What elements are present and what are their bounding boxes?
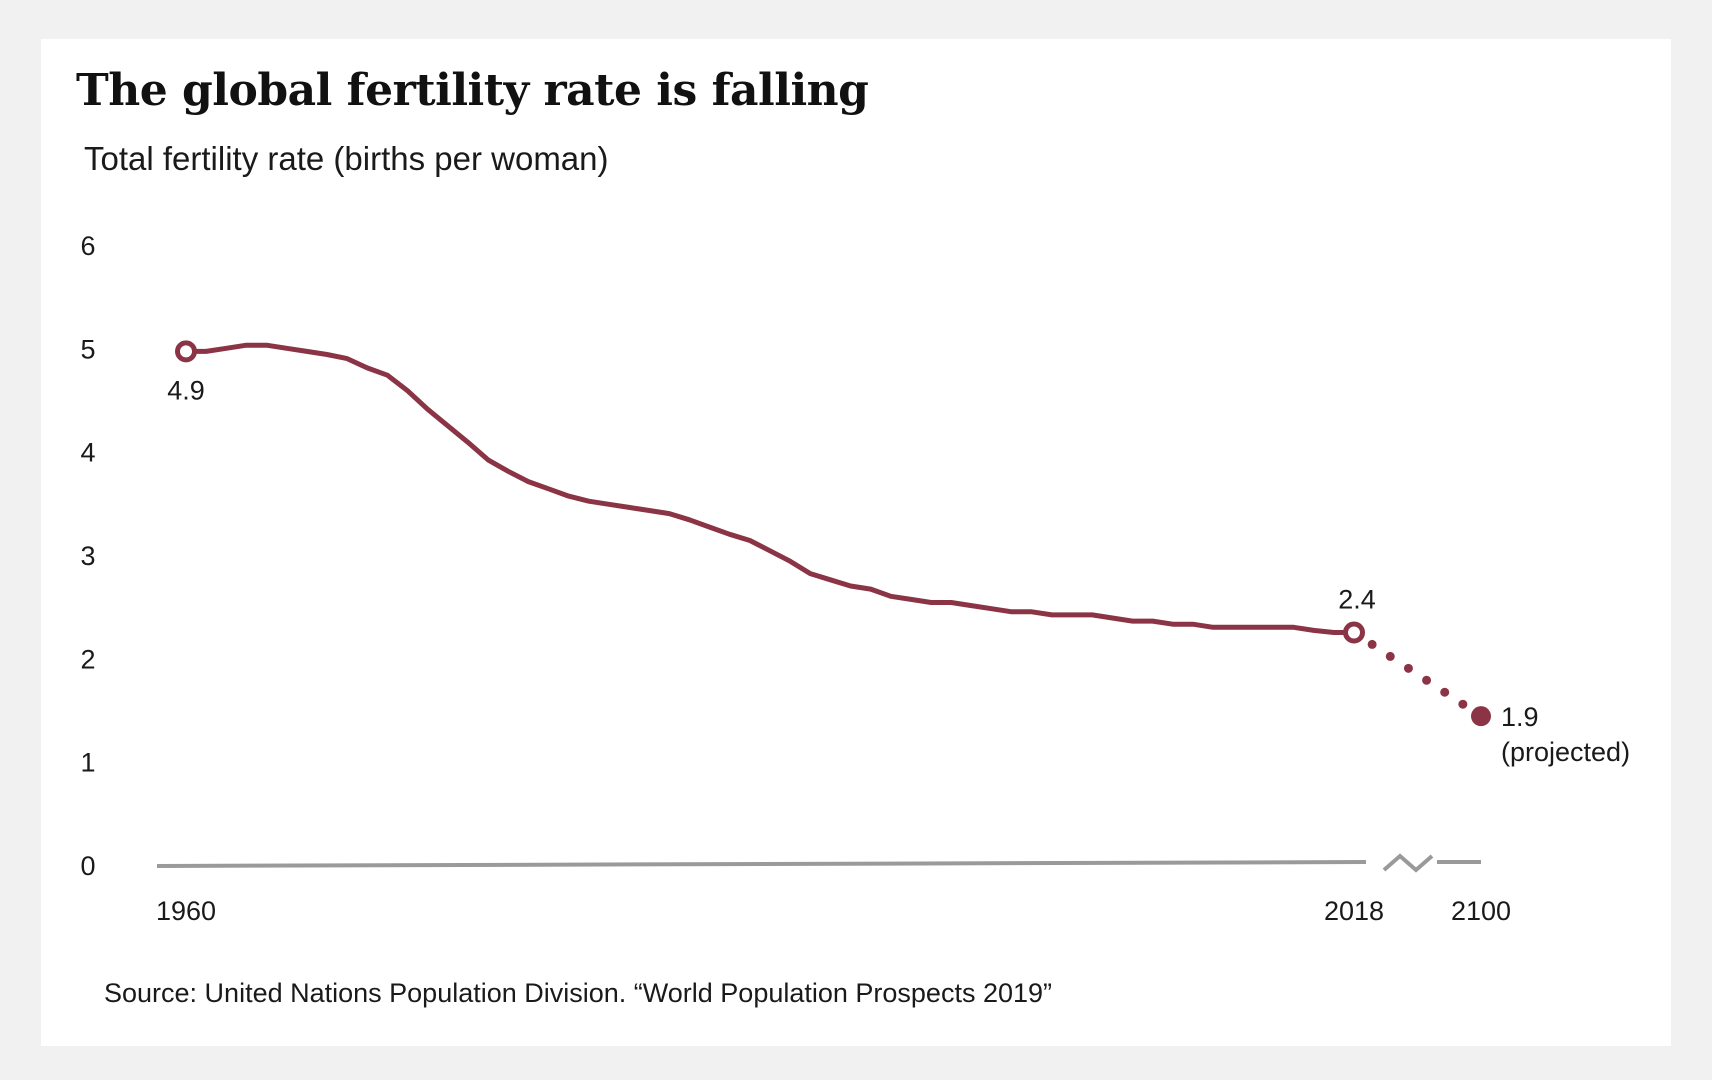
- projected-value-label: 1.9: [1501, 702, 1539, 732]
- y-tick-label: 0: [80, 851, 95, 881]
- start-point-marker: [175, 340, 197, 363]
- latest-value-label: 2.4: [1338, 584, 1376, 614]
- projection-dot: [1367, 639, 1377, 649]
- projected-point-marker: [1471, 706, 1491, 727]
- y-tick-label: 6: [80, 231, 95, 261]
- start-value-label: 4.9: [167, 375, 205, 405]
- x-axis: [156, 853, 1481, 873]
- y-tick-label: 2: [80, 644, 95, 674]
- latest-point-marker: [1343, 621, 1365, 644]
- y-axis-ticks: 0 1 2 3 4 5 6: [80, 231, 95, 881]
- y-tick-label: 5: [80, 334, 95, 364]
- projected-note-label: (projected): [1501, 737, 1630, 767]
- chart-card: [41, 39, 1671, 1046]
- x-axis-ticks: 1960 2018 2100: [156, 896, 1511, 926]
- x-axis-line: [156, 860, 1367, 868]
- y-tick-label: 4: [80, 438, 95, 468]
- projection-dot: [1458, 699, 1468, 709]
- projection-dot: [1422, 675, 1432, 685]
- x-tick-label: 1960: [156, 896, 216, 926]
- chart-title: The global fertility rate is falling: [76, 65, 869, 116]
- axis-break-mark: [1382, 853, 1434, 873]
- series-line-historical: [183, 342, 1357, 635]
- series-group: [175, 340, 1491, 727]
- x-tick-label: 2018: [1324, 896, 1384, 926]
- source-note: Source: United Nations Population Divisi…: [104, 978, 1053, 1008]
- chart-subtitle: Total fertility rate (births per woman): [84, 140, 609, 177]
- projection-dot: [1385, 651, 1395, 661]
- x-tick-label: 2100: [1451, 896, 1511, 926]
- annotations-group: 4.9 2.4 1.9 (projected): [167, 375, 1630, 767]
- projection-dot: [1440, 687, 1450, 697]
- projection-dot: [1403, 663, 1413, 673]
- y-tick-label: 1: [80, 748, 95, 778]
- y-tick-label: 3: [80, 541, 95, 571]
